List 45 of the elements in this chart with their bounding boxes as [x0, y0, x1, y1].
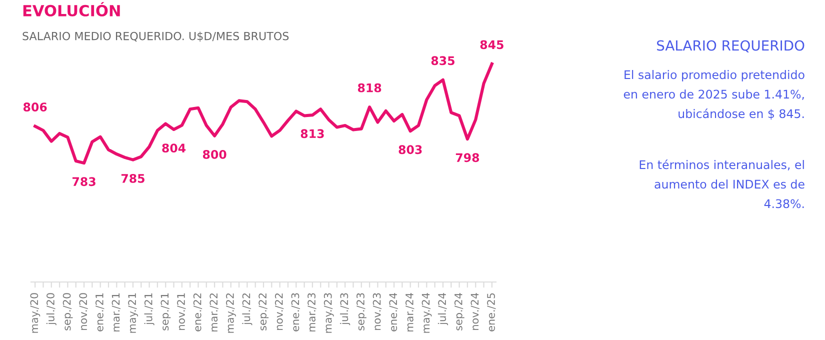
x-tick-label: sep./22: [258, 293, 269, 330]
x-tick-label: mar./24: [405, 293, 414, 332]
data-label: 783: [72, 177, 96, 186]
text: SALARIO REQUERIDO: [657, 40, 804, 52]
x-tick-label: jul./24: [438, 293, 448, 326]
data-label: 813: [300, 129, 324, 138]
x-tick-label: may./23: [324, 293, 334, 333]
x-tick-label: jul./23: [340, 293, 350, 326]
x-tick-label: mar./21: [112, 293, 120, 332]
data-label: 798: [456, 153, 480, 162]
x-tick-label: jul./21: [144, 293, 154, 326]
data-label: 845: [480, 40, 504, 50]
x-tick-label: nov./20: [79, 293, 88, 330]
x-tick-label: sep./24: [454, 293, 464, 330]
x-tick-label: ene./21: [95, 293, 104, 332]
x-tick-label: ene./25: [487, 293, 496, 332]
x-tick-label: ene./24: [389, 293, 398, 332]
x-tick-label: sep./20: [62, 293, 73, 330]
data-label: 803: [398, 145, 422, 154]
x-tick-label: mar./23: [308, 293, 316, 332]
x-tick-label: sep./23: [356, 293, 366, 330]
text: En términos interanuales, el aumento del INDEX es de 4.38%.: [640, 160, 804, 208]
x-tick-label: nov./22: [274, 293, 284, 330]
x-tick-label: may./21: [128, 293, 138, 333]
data-label: 800: [202, 150, 226, 159]
data-label: 818: [358, 83, 382, 92]
data-label: 806: [23, 102, 47, 112]
x-tick-label: may./20: [30, 293, 40, 333]
data-label: 804: [162, 144, 186, 152]
x-tick-label: may./24: [422, 293, 432, 333]
x-tick-label: nov./24: [470, 293, 480, 330]
x-tick-label: ene./23: [291, 293, 300, 332]
text: El salario promedio pretendido en enero de 2025 sube 1.41%, ubicándose en $ 845.: [624, 70, 804, 120]
data-label: 785: [121, 174, 144, 183]
x-tick-label: may./22: [226, 293, 236, 333]
x-tick-label: jul./22: [242, 293, 252, 326]
chart-title: EVOLUCIÓN: [23, 2, 120, 16]
x-tick-label: jul./20: [46, 293, 56, 326]
x-tick-label: nov./21: [177, 293, 186, 330]
x-tick-label: ene./22: [193, 293, 202, 332]
data-label: 835: [431, 56, 454, 66]
x-tick-label: mar./22: [210, 293, 218, 332]
chart-subtitle: SALARIO MEDIO REQUERIDO. U$D/MES BRUTOS: [22, 32, 289, 42]
x-tick-label: sep./21: [160, 293, 171, 330]
x-tick-label: nov./23: [372, 293, 382, 330]
